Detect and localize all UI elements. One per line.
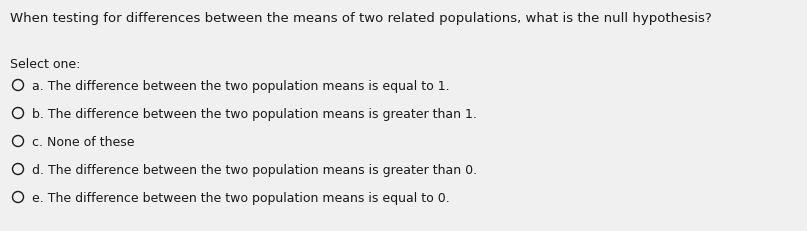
Text: d. The difference between the two population means is greater than 0.: d. The difference between the two popula… xyxy=(32,163,477,176)
Text: a. The difference between the two population means is equal to 1.: a. The difference between the two popula… xyxy=(32,80,449,93)
Text: e. The difference between the two population means is equal to 0.: e. The difference between the two popula… xyxy=(32,191,449,204)
Text: When testing for differences between the means of two related populations, what : When testing for differences between the… xyxy=(10,12,712,25)
Text: c. None of these: c. None of these xyxy=(32,135,135,148)
Text: Select one:: Select one: xyxy=(10,58,81,71)
Text: b. The difference between the two population means is greater than 1.: b. The difference between the two popula… xyxy=(32,108,477,121)
